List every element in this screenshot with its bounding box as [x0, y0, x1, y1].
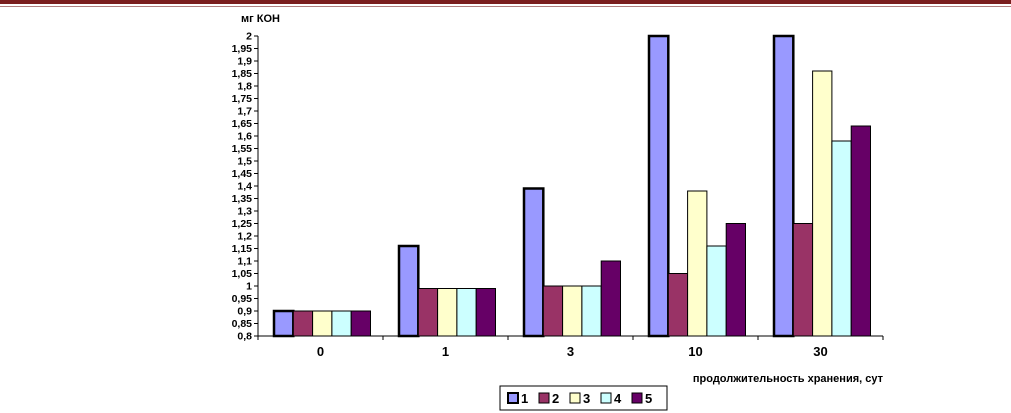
- bar-series-2-cat-0: [292, 310, 314, 337]
- bar-series-4-cat-30: [831, 140, 852, 337]
- legend-label-3: 3: [583, 391, 590, 406]
- top-rule-thin: [0, 6, 1011, 7]
- legend-label-1: 1: [521, 391, 528, 406]
- y-tick-label: 1,45: [232, 168, 253, 180]
- y-tick-label: 1,65: [232, 118, 253, 130]
- y-tick-label: 1,35: [232, 193, 253, 205]
- bar-series-1-cat-0: [272, 309, 295, 338]
- legend-swatch-3: [569, 392, 581, 404]
- x-tick-label: 10: [688, 344, 702, 359]
- bar-series-4-cat-0: [331, 310, 352, 337]
- y-tick-label: 1,9: [237, 56, 252, 68]
- y-tick-label: 2: [246, 31, 252, 43]
- bar-series-1-cat-10: [647, 34, 670, 338]
- bar-series-1-cat-3: [522, 187, 545, 338]
- y-tick-label: 1,05: [232, 268, 253, 280]
- x-tick-label: 30: [813, 344, 827, 359]
- y-tick-label: 0,9: [237, 306, 252, 318]
- legend-swatch-5: [631, 392, 643, 404]
- bar-series-5-cat-1: [475, 288, 497, 337]
- x-tick-label: 0: [317, 344, 324, 359]
- bar-series-5-cat-30: [850, 125, 872, 337]
- legend: 1 2 3 4 5: [499, 385, 668, 411]
- y-tick-label: 1,4: [237, 181, 252, 193]
- y-axis-ticks: 21,951,91,851,81,751,71,651,61,551,51,45…: [232, 31, 258, 343]
- y-tick-label: 1,95: [232, 43, 253, 55]
- y-tick-label: 1,1: [237, 256, 252, 268]
- bar-series-3-cat-10: [687, 190, 708, 337]
- bars: [272, 34, 872, 338]
- bar-series-3-cat-30: [812, 70, 833, 337]
- legend-swatch-4: [600, 392, 612, 404]
- legend-label-2: 2: [552, 391, 559, 406]
- y-tick-label: 1,2: [237, 231, 252, 243]
- y-tick-label: 0,85: [232, 318, 253, 330]
- legend-swatch-2: [538, 392, 550, 404]
- bar-series-4-cat-1: [456, 288, 477, 337]
- y-axis-title: мг КОН: [241, 13, 280, 25]
- bar-series-5-cat-0: [350, 310, 372, 337]
- bar-series-2-cat-30: [792, 223, 814, 337]
- bar-series-2-cat-1: [417, 288, 439, 337]
- y-tick-label: 1: [246, 281, 252, 293]
- x-axis-title: продолжительность хранения, сут: [693, 373, 884, 385]
- bar-series-1-cat-30: [772, 34, 795, 338]
- bar-series-5-cat-3: [600, 260, 622, 337]
- x-axis-ticks: 0 1 3 10 30: [257, 336, 884, 359]
- bar-series-2-cat-10: [667, 273, 689, 337]
- x-tick-label: 3: [567, 344, 574, 359]
- legend-label-5: 5: [645, 391, 652, 406]
- bar-series-2-cat-3: [542, 285, 564, 337]
- y-tick-label: 1,3: [237, 206, 252, 218]
- bar-series-4-cat-3: [581, 285, 602, 337]
- y-tick-label: 1,5: [237, 156, 252, 168]
- top-rule: [0, 0, 1011, 4]
- bar-series-3-cat-3: [562, 285, 583, 337]
- bar-series-4-cat-10: [706, 245, 727, 337]
- bar-series-5-cat-10: [725, 223, 747, 337]
- bar-series-3-cat-1: [437, 288, 458, 337]
- y-tick-label: 1,55: [232, 143, 253, 155]
- y-tick-label: 1,6: [237, 131, 252, 143]
- legend-label-4: 4: [614, 391, 622, 406]
- bar-series-1-cat-1: [397, 244, 420, 338]
- y-tick-label: 1,75: [232, 93, 253, 105]
- y-tick-label: 1,7: [237, 106, 252, 118]
- bar-series-3-cat-0: [312, 310, 333, 337]
- y-tick-label: 1,8: [237, 81, 252, 93]
- legend-swatch-1: [507, 392, 519, 404]
- y-tick-label: 0,8: [237, 331, 252, 343]
- x-tick-label: 1: [442, 344, 449, 359]
- y-tick-label: 1,15: [232, 243, 253, 255]
- y-tick-label: 1,85: [232, 68, 253, 80]
- y-tick-label: 0,95: [232, 293, 253, 305]
- y-tick-label: 1,25: [232, 218, 253, 230]
